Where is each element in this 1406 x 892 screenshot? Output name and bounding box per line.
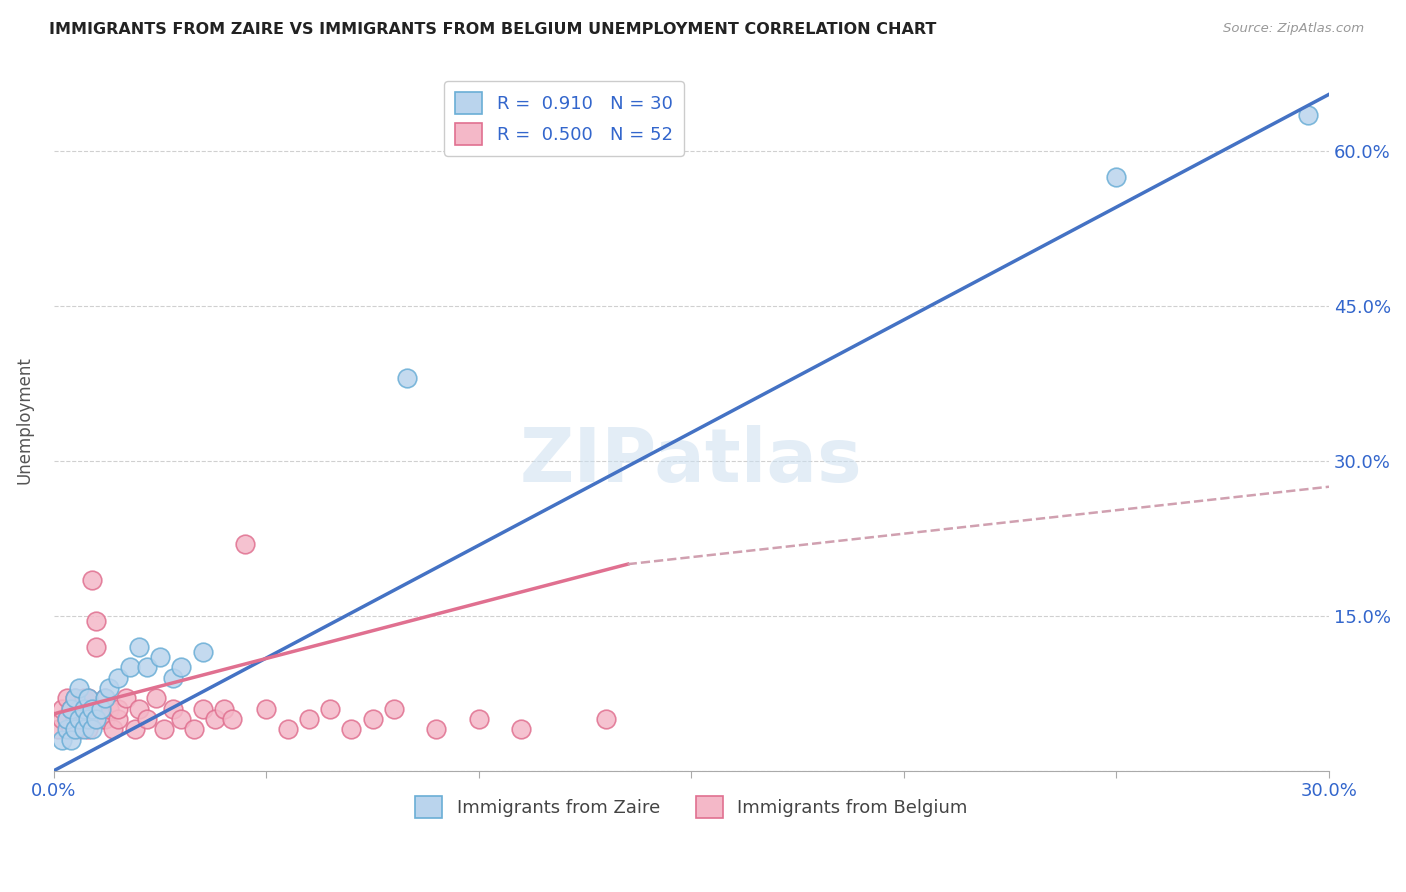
Point: [86, 640, 108, 654]
Point: [55, 723, 77, 737]
Point: [94, 691, 117, 706]
Point: [72, 712, 94, 726]
Point: [115, 691, 138, 706]
Point: [46, 723, 69, 737]
Point: [51, 732, 73, 747]
Point: [55, 712, 77, 726]
Point: [67, 723, 90, 737]
Legend: Immigrants from Zaire, Immigrants from Belgium: Immigrants from Zaire, Immigrants from B…: [408, 789, 974, 825]
Point: [72, 723, 94, 737]
Point: [254, 702, 277, 716]
Point: [80, 702, 103, 716]
Point: [221, 712, 243, 726]
Point: [136, 660, 159, 674]
Point: [94, 691, 117, 706]
Point: [595, 712, 617, 726]
Point: [51, 712, 73, 726]
Point: [212, 702, 235, 716]
Point: [76, 723, 98, 737]
Point: [90, 702, 112, 716]
Point: [63, 712, 86, 726]
Point: [145, 691, 167, 706]
Point: [55, 712, 77, 726]
Point: [80, 573, 103, 587]
Point: [468, 712, 491, 726]
Point: [510, 723, 533, 737]
Point: [1105, 169, 1128, 184]
Point: [149, 650, 172, 665]
Point: [67, 681, 90, 695]
Point: [162, 702, 184, 716]
Point: [72, 702, 94, 716]
Point: [86, 712, 108, 726]
Point: [72, 691, 94, 706]
Point: [67, 712, 90, 726]
Point: [298, 712, 321, 726]
Point: [153, 723, 176, 737]
Point: [204, 712, 226, 726]
Point: [128, 640, 150, 654]
Point: [103, 723, 125, 737]
Point: [86, 614, 108, 628]
Y-axis label: Unemployment: Unemployment: [15, 356, 32, 483]
Point: [59, 723, 82, 737]
Text: Source: ZipAtlas.com: Source: ZipAtlas.com: [1223, 22, 1364, 36]
Text: IMMIGRANTS FROM ZAIRE VS IMMIGRANTS FROM BELGIUM UNEMPLOYMENT CORRELATION CHART: IMMIGRANTS FROM ZAIRE VS IMMIGRANTS FROM…: [49, 22, 936, 37]
Point: [233, 536, 256, 550]
Point: [191, 645, 214, 659]
Point: [170, 712, 193, 726]
Point: [277, 723, 299, 737]
Point: [191, 702, 214, 716]
Point: [395, 371, 418, 385]
Point: [170, 660, 193, 674]
Point: [67, 702, 90, 716]
Point: [107, 671, 129, 685]
Point: [90, 702, 112, 716]
Point: [51, 702, 73, 716]
Point: [136, 712, 159, 726]
Point: [90, 712, 112, 726]
Point: [319, 702, 342, 716]
Point: [55, 691, 77, 706]
Point: [59, 702, 82, 716]
Point: [425, 723, 447, 737]
Point: [63, 691, 86, 706]
Point: [107, 702, 129, 716]
Point: [128, 702, 150, 716]
Point: [107, 712, 129, 726]
Point: [361, 712, 384, 726]
Text: ZIPatlas: ZIPatlas: [520, 425, 863, 499]
Point: [162, 671, 184, 685]
Point: [59, 702, 82, 716]
Point: [1296, 108, 1319, 122]
Point: [94, 712, 117, 726]
Point: [124, 723, 146, 737]
Point: [98, 681, 121, 695]
Point: [76, 691, 98, 706]
Point: [63, 691, 86, 706]
Point: [80, 712, 103, 726]
Point: [59, 732, 82, 747]
Point: [183, 723, 205, 737]
Point: [340, 723, 363, 737]
Point: [382, 702, 405, 716]
Point: [120, 660, 142, 674]
Point: [76, 691, 98, 706]
Point: [98, 702, 121, 716]
Point: [63, 723, 86, 737]
Point: [80, 723, 103, 737]
Point: [76, 712, 98, 726]
